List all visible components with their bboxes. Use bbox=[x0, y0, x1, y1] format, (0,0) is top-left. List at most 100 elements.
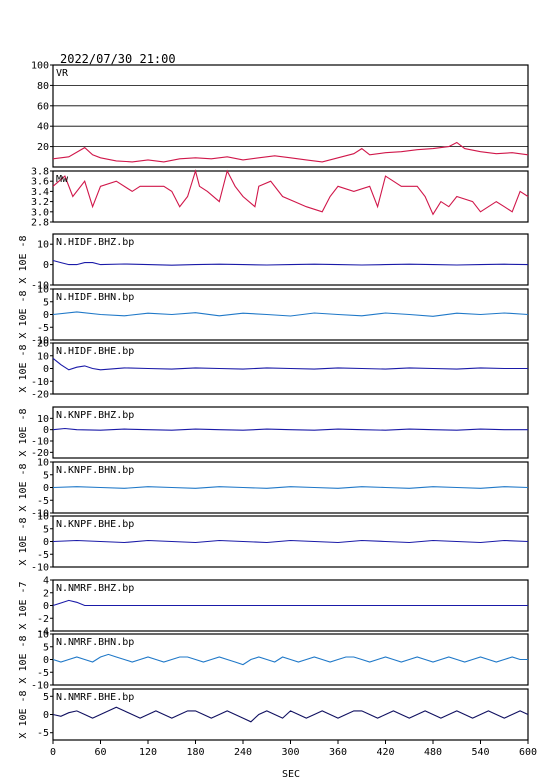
y-tick-label: 10 bbox=[37, 512, 49, 523]
panel-label: N.KNPF.BHN.bp bbox=[56, 465, 134, 476]
panel: 100-10-20 N.KNPF.BHZ.bp X 10E -8 bbox=[18, 406, 529, 459]
panel-label: N.NMRF.BHN.bp bbox=[56, 637, 134, 648]
y-tick-label: -10 bbox=[31, 281, 49, 292]
x-tick-label: 360 bbox=[329, 747, 347, 758]
y-tick-label: -10 bbox=[31, 509, 49, 520]
panel-label: N.KNPF.BHZ.bp bbox=[56, 410, 134, 421]
y-tick-label: 5 bbox=[43, 470, 49, 481]
y-tick-label: 10 bbox=[37, 285, 49, 296]
x-tick-label: 540 bbox=[471, 747, 489, 758]
panel: 42 0 -2 -4 N.NMRF.BHZ.bp X 10E -7 bbox=[18, 576, 529, 638]
panel-frame bbox=[52, 233, 529, 286]
panel: 3.83.63.43.23.02.8 Mw bbox=[31, 167, 529, 229]
series-line bbox=[52, 486, 529, 489]
y-tick-label: 0 bbox=[43, 537, 49, 548]
y-tick-label: 100 bbox=[31, 61, 49, 72]
y-axis-label: X 10E -8 bbox=[18, 408, 29, 456]
y-tick-label: 10 bbox=[37, 240, 49, 251]
y-axis-label: X 10E -8 bbox=[18, 690, 29, 738]
panel-label: N.NMRF.BHZ.bp bbox=[56, 583, 134, 594]
y-axis-label: X 10E -8 bbox=[18, 344, 29, 392]
panel: 105 0 -5 -10 N.HIDF.BHN.bp X 10E -8 bbox=[18, 285, 529, 347]
panel-label: VR bbox=[56, 68, 69, 79]
y-tick-label: 5 bbox=[43, 524, 49, 535]
y-tick-label: -10 bbox=[31, 336, 49, 347]
series-line bbox=[52, 357, 528, 371]
x-tick-label: 600 bbox=[519, 747, 537, 758]
y-tick-label: 80 bbox=[37, 81, 49, 92]
y-tick-label: -5 bbox=[37, 496, 49, 507]
y-tick-label: 5 bbox=[43, 297, 49, 308]
y-tick-label: -10 bbox=[31, 377, 49, 388]
y-tick-label: 0 bbox=[43, 483, 49, 494]
y-tick-label: -4 bbox=[37, 627, 49, 638]
panel-frame bbox=[52, 406, 529, 459]
y-tick-label: 60 bbox=[37, 101, 49, 112]
x-tick-label: 480 bbox=[424, 747, 442, 758]
panel-label: Mw bbox=[56, 174, 69, 185]
panel-label: N.HIDF.BHE.bp bbox=[56, 346, 134, 357]
y-tick-label: 20 bbox=[37, 142, 49, 153]
x-axis-label: SEC bbox=[282, 769, 300, 780]
y-tick-label: 10 bbox=[37, 630, 49, 641]
x-tick-label: 0 bbox=[50, 747, 56, 758]
y-axis-label: X 10E -8 bbox=[18, 463, 29, 511]
y-tick-label: -10 bbox=[31, 437, 49, 448]
series-line bbox=[52, 168, 529, 216]
x-tick-label: 300 bbox=[281, 747, 299, 758]
y-tick-label: 10 bbox=[37, 351, 49, 362]
y-tick-label: 2 bbox=[43, 588, 49, 599]
panel-label: N.HIDF.BHZ.bp bbox=[56, 237, 134, 248]
panel-label: N.NMRF.BHE.bp bbox=[56, 692, 134, 703]
y-tick-label: -5 bbox=[37, 550, 49, 561]
y-tick-label: 10 bbox=[37, 458, 49, 469]
y-tick-label: 0 bbox=[43, 260, 49, 271]
y-tick-label: 2.8 bbox=[31, 218, 49, 229]
y-tick-label: -20 bbox=[31, 390, 49, 401]
y-axis-label: X 10E -7 bbox=[18, 581, 29, 629]
panel-frame bbox=[52, 64, 529, 168]
series-line bbox=[52, 653, 528, 666]
y-tick-label: -10 bbox=[31, 563, 49, 574]
y-tick-label: 0 bbox=[43, 710, 49, 721]
y-tick-label: 5 bbox=[43, 692, 49, 703]
y-tick-label: 3.0 bbox=[31, 207, 49, 218]
y-tick-label: 0 bbox=[43, 601, 49, 612]
y-tick-label: 5 bbox=[43, 642, 49, 653]
panel: 105 0 -5 -10 N.NMRF.BHN.bp X 10E -8 bbox=[18, 630, 529, 692]
y-tick-label: 0 bbox=[43, 310, 49, 321]
y-tick-label: 40 bbox=[37, 122, 49, 133]
chart-title: 2022/07/30 21:00 bbox=[60, 52, 176, 66]
series-line bbox=[52, 427, 528, 431]
y-axis-label: X 10E -8 bbox=[18, 635, 29, 683]
y-tick-label: -10 bbox=[31, 681, 49, 692]
x-tick-label: 240 bbox=[234, 747, 252, 758]
y-tick-label: -2 bbox=[37, 614, 49, 625]
y-axis-label: X 10E -8 bbox=[18, 290, 29, 338]
panel: 105 0 -5 -10 N.KNPF.BHE.bp X 10E -8 bbox=[18, 512, 529, 574]
y-axis-label: X 10E -8 bbox=[18, 517, 29, 565]
panel-label: N.HIDF.BHN.bp bbox=[56, 292, 134, 303]
y-axis-label: X 10E -8 bbox=[18, 235, 29, 283]
y-tick-label: 0 bbox=[43, 364, 49, 375]
y-tick-label: 3.4 bbox=[31, 187, 49, 198]
y-tick-label: 10 bbox=[37, 414, 49, 425]
series-line bbox=[52, 259, 529, 266]
panel: 100 80 60 40 20 VR bbox=[31, 61, 529, 168]
panel: 10 0 -10 N.HIDF.BHZ.bp X 10E -8 bbox=[18, 233, 529, 292]
y-tick-label: 3.8 bbox=[31, 167, 49, 178]
x-axis: 0 60 120 180 240 300 360 420 480 540 600 bbox=[50, 740, 537, 758]
y-tick-label: 3.6 bbox=[31, 177, 49, 188]
panel: 5 0 -5 N.NMRF.BHE.bp X 10E -8 bbox=[18, 688, 529, 741]
panel-label: N.KNPF.BHE.bp bbox=[56, 519, 134, 530]
y-tick-label: 4 bbox=[43, 576, 49, 587]
y-tick-label: -5 bbox=[37, 668, 49, 679]
series-line bbox=[52, 706, 529, 723]
series-line bbox=[52, 539, 529, 544]
panels: 10080604020VR3.83.63.43.23.02.8Mw100-10N… bbox=[18, 61, 529, 741]
series-line bbox=[52, 141, 529, 163]
y-tick-label: -5 bbox=[37, 728, 49, 739]
